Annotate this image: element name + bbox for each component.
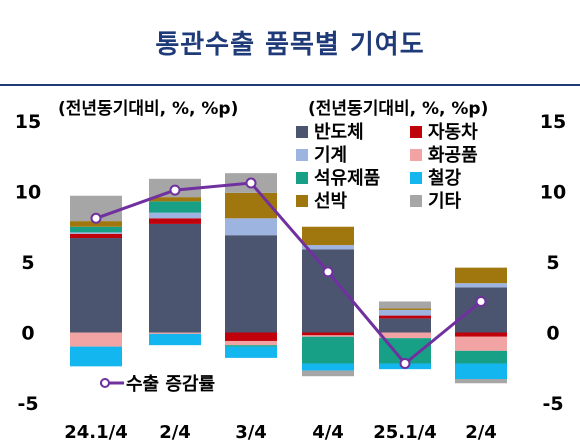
legend-label-steel: 철강 [428,168,462,189]
y-tick-right: -5 [542,393,563,415]
line-legend-label: 수출 증감률 [126,374,215,395]
legend-label-other: 기타 [428,191,462,212]
bar-machinery-4 [302,245,354,250]
export-growth-point-4 [322,266,334,278]
legend-swatch-steel [410,172,422,184]
bar-chemical-1 [70,332,122,347]
line-legend: 수출 증감률 [100,374,215,395]
x-label-1: 24.1/4 [64,422,128,443]
legend-label-machinery: 기계 [314,145,347,166]
left-axis-unit: (전년동기대비, %, %p) [58,99,239,119]
y-tick-left: 10 [15,182,41,204]
export-growth-point-5 [399,358,411,370]
bar-auto-1 [70,233,122,239]
bar-semiconductor-5 [379,318,431,333]
line-legend-marker [100,378,110,388]
y-tick-left: 5 [21,252,34,274]
bar-ship-4 [302,226,354,246]
bar-semiconductor-1 [70,238,122,333]
y-tick-right: 0 [546,323,559,345]
bar-petroleum-6 [455,350,507,364]
x-label-2: 2/4 [159,422,191,443]
y-tick-right: 5 [546,252,559,274]
bar-chemical-2 [149,332,201,334]
export-growth-point-3 [245,177,257,189]
right-axis-unit: (전년동기대비, %, %p) [308,99,489,119]
bar-semiconductor-4 [302,249,354,333]
bar-chemical-5 [379,332,431,339]
export-growth-point-2 [169,184,181,196]
legend-label-chemical: 화공품 [428,145,478,166]
bar-machinery-3 [225,218,277,236]
legend-swatch-petroleum [296,172,308,184]
bar-semiconductor-2 [149,223,201,333]
page-title: 통관수출 품목별 기여도 [155,29,425,60]
y-tick-right: 10 [540,182,566,204]
bar-steel-1 [70,346,122,367]
legend-swatch-other [410,195,422,207]
x-label-5: 25.1/4 [373,422,437,443]
y-tick-left: -5 [17,393,38,415]
bar-auto-6 [455,332,507,337]
legend-swatch-ship [296,195,308,207]
export-growth-line-group [90,177,487,370]
bar-machinery-5 [379,309,431,316]
bar-steel-3 [225,346,277,358]
bar-other-6 [455,379,507,384]
x-label-3: 3/4 [235,422,267,443]
bar-chemical-4 [302,335,354,337]
bar-ship-5 [379,308,431,310]
bar-semiconductor-3 [225,235,277,333]
bar-petroleum-2 [149,201,201,213]
bar-steel-4 [302,363,354,371]
right-axis-ticks: 15 10 5 0 -5 [540,111,566,415]
bar-other-5 [379,301,431,309]
bar-ship-2 [149,197,201,202]
x-axis-labels: 24.1/4 2/4 3/4 4/4 25.1/4 2/4 [64,422,497,443]
legend-label-ship: 선박 [314,191,348,212]
export-growth-point-1 [90,212,102,224]
bar-petroleum-3 [225,345,277,347]
bar-chemical-3 [225,340,277,346]
y-tick-right: 15 [540,111,566,133]
export-growth-point-6 [475,295,487,307]
y-tick-left: 0 [21,323,34,345]
export-growth-line [95,181,482,366]
bar-machinery-1 [70,232,122,234]
bar-machinery-6 [455,283,507,288]
bar-auto-4 [302,332,354,336]
bar-petroleum-1 [70,226,122,233]
bar-ship-3 [225,192,277,219]
legend-label-auto: 자동차 [428,122,478,143]
bar-stack-group [70,173,507,384]
bar-semiconductor-6 [455,287,507,333]
bar-ship-1 [70,221,122,227]
bar-steel-6 [455,363,507,380]
legend-swatch-machinery [296,149,308,161]
legend-swatch-chemical [410,149,422,161]
bar-auto-2 [149,218,201,224]
x-label-6: 2/4 [465,422,497,443]
bar-steel-2 [149,333,201,346]
bar-other-4 [302,370,354,377]
legend-swatch-semiconductor [296,126,308,138]
bar-petroleum-4 [302,336,354,364]
legend-label-semiconductor: 반도체 [314,122,364,143]
bar-auto-5 [379,315,431,319]
bar-ship-6 [455,267,507,284]
bar-chemical-6 [455,336,507,351]
bar-machinery-2 [149,212,201,219]
x-label-4: 4/4 [312,422,344,443]
legend-swatch-auto [410,126,422,138]
left-axis-ticks: 15 10 5 0 -5 [15,111,41,415]
bar-auto-3 [225,332,277,341]
title-divider [0,84,580,86]
legend-label-petroleum: 석유제품 [314,168,380,189]
y-tick-left: 15 [15,111,41,133]
